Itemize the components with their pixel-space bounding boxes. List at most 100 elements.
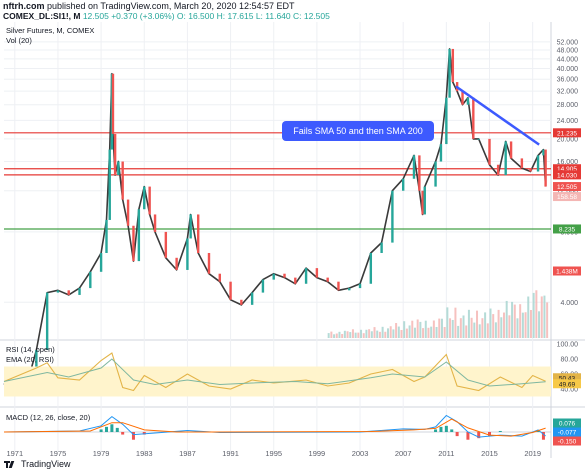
price-candle [153,214,157,232]
x-tick-label: 2019 [524,449,541,458]
trend-arrow-line [455,85,540,146]
x-tick-label: 2015 [481,449,498,458]
price-candle [67,290,70,295]
price-candle [391,190,394,243]
horizontal-level-tag [553,164,581,174]
macd-histogram-bar [104,426,108,432]
volume-bar [467,309,470,338]
volume-bar [384,331,387,338]
macd-histogram-bar [466,432,470,440]
price-tag [553,182,581,192]
macd-histogram-bar [439,426,443,432]
price-pane-title: Silver Futures, M, COMEX [6,26,94,35]
price-candle [105,219,108,253]
volume-bar [484,312,487,338]
price-candle [283,273,286,278]
x-tick-label: 1995 [265,449,282,458]
price-candle [121,161,124,200]
volume-bar [373,327,376,338]
x-tick-label: 1979 [93,449,110,458]
price-candle [56,290,60,293]
horizontal-level-tag [553,128,581,138]
volume-bar [538,311,541,338]
volume-bar [449,318,452,338]
macd-value-label: 0.076 [559,421,576,428]
volume-bar [389,326,392,338]
volume-bar [500,317,503,338]
symbol: COMEX_DL:SI1!, M [3,11,81,21]
volume-bar [540,296,543,338]
volume-bar [424,320,427,338]
macd-signal-line [3,418,546,437]
volume-bar [494,322,497,338]
price-tag-label: 12.505 [557,184,577,191]
volume-bar [387,328,390,338]
horizontal-level-label: 21.235 [557,130,577,137]
price-candle [509,141,513,159]
chart-canvas[interactable]: 1971 1975 1979 1983 1987 1991 1995 1999 2003 2007… [0,22,585,458]
ohlc: O: 16.500 H: 17.615 L: 11.640 C: 12.505 [176,11,330,21]
volume-bar [521,312,524,338]
y-tick-label: 36.000 [557,77,579,84]
macd-value-label: -0.077 [558,430,577,437]
volume-bar [370,331,373,338]
price-candle [529,168,532,172]
macd-histogram-bar [477,432,481,439]
price-candle [348,288,351,291]
price-candle [111,73,115,134]
price-candle [448,48,451,98]
volume-bar [403,321,406,338]
price-candle [536,155,540,172]
volume-bar [492,314,495,338]
volume-bar [443,327,446,338]
volume-bar [502,312,505,338]
volume-bar [346,331,349,338]
rsi-value-tag [553,373,581,383]
volume-bar [454,307,457,338]
volume-bar [478,324,481,338]
price-candle [117,161,120,176]
volume-bar [476,310,479,338]
volume-bar [400,329,403,338]
annotation-callout [282,121,434,141]
price-candle [421,190,424,215]
volume-bar [473,322,476,338]
x-tick-label: 1983 [136,449,153,458]
price-candle [337,281,340,291]
rsi-tick-label: 80.00 [560,357,578,364]
volume-bar [438,318,441,338]
price-candle [240,299,243,305]
volume-bar [376,330,379,338]
rsi-tick-label: 40.00 [560,387,578,394]
rsi-line [3,352,546,392]
volume-bar [422,328,425,338]
price-candle [315,268,319,278]
price-candle [466,97,470,105]
volume-bar [505,300,508,338]
price-change: +0.370 (+3.06%) [111,11,175,21]
price-candle [113,133,117,176]
volume-bar [470,317,473,338]
macd-histogram-bar [115,427,119,432]
macd-histogram-bar [455,432,459,437]
price-candle [544,149,547,187]
price-candle [175,257,178,270]
volume-bar [408,325,411,338]
volume-bar [341,333,344,338]
volume-bar [338,331,341,338]
price-candle [143,186,146,210]
macd-histogram-bar [99,429,103,432]
rsi-ema-line [3,358,546,387]
price-candle [189,214,192,239]
publisher-line: nftrh.com published on TradingView.com, … [3,1,295,11]
horizontal-level-label: 14.905 [557,166,577,173]
volume-bar [411,320,414,338]
price-candle [229,281,232,300]
price-tag-label: 1.438M [556,269,578,276]
price-candle [439,144,443,162]
volume-bar [511,301,514,338]
volume-bar [535,290,538,338]
volume-bar [489,308,492,338]
volume-bar [351,329,354,338]
price-candle [423,186,426,215]
